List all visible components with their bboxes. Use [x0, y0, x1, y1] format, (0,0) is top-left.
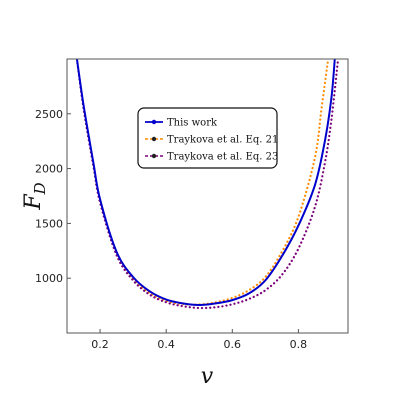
legend-entry-label: Traykova et al. Eq. 21	[167, 135, 278, 146]
x-axis-label: v	[201, 364, 214, 389]
legend-entry-label: Traykova et al. Eq. 23	[167, 152, 278, 163]
x-tick-label: 0.4	[157, 338, 175, 351]
y-tick-label: 1500	[35, 217, 63, 230]
y-tick-label: 2000	[35, 163, 63, 176]
y-axis-label-subscript: D	[31, 182, 49, 195]
series-line-0	[75, 59, 336, 307]
y-tick-label: 2500	[35, 108, 63, 121]
x-tick-label: 0.6	[224, 338, 242, 351]
y-axis-label: FD	[21, 182, 49, 210]
legend-entry-label: This work	[167, 118, 218, 129]
series-layer	[75, 59, 340, 310]
legend-swatch-marker	[151, 136, 157, 142]
legend-swatch-marker	[151, 153, 157, 159]
ticks-layer: 0.2 0.4 0.6 0.8 1000 1500 2000 2500	[35, 108, 307, 351]
legend: This work Traykova et al. Eq. 21 Traykova …	[137, 107, 278, 169]
plot-frame	[66, 58, 349, 334]
x-tick-label: 0.2	[91, 338, 109, 351]
x-tick-label: 0.8	[290, 338, 308, 351]
legend-swatch-marker	[151, 119, 157, 125]
y-tick-label: 1000	[35, 272, 63, 285]
y-axis-label-main: F	[21, 194, 46, 211]
legend-box	[137, 107, 278, 169]
